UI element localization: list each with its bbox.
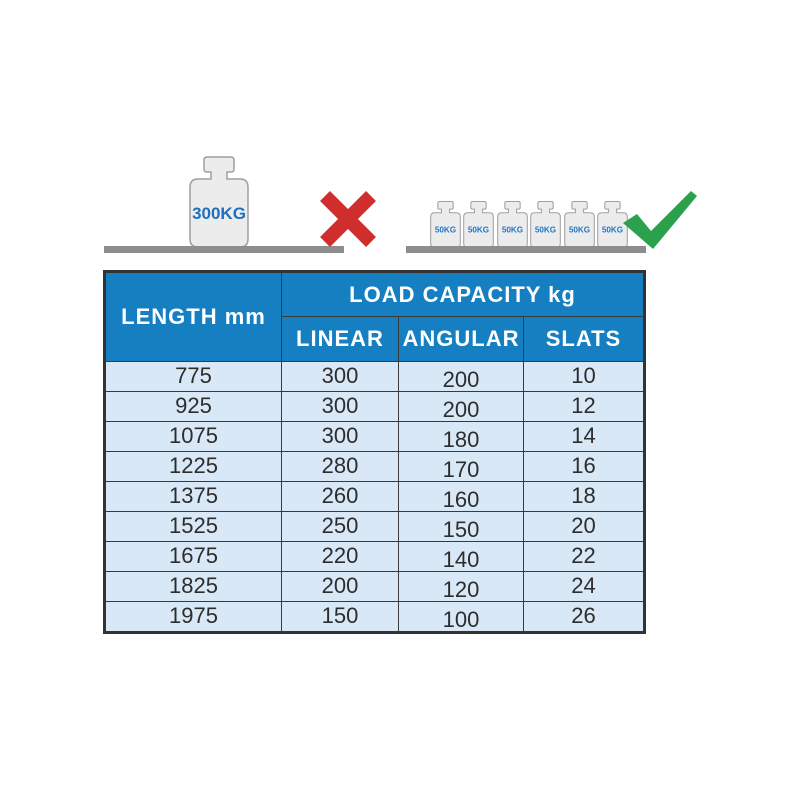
cell-length: 1225	[104, 450, 282, 482]
weight-50kg-label: 50KG	[468, 226, 489, 235]
weight-50kg-icon: 50KG	[564, 201, 595, 248]
cell-angular-value: 170	[442, 457, 480, 482]
cell-angular-value: 200	[442, 367, 480, 392]
weight-300kg-icon: 300KG	[189, 156, 249, 248]
table-row: 1675 220 140 22	[104, 540, 645, 572]
weight-50kg-label: 50KG	[435, 226, 456, 235]
cell-angular: 140	[398, 540, 524, 572]
cell-angular-value: 140	[442, 547, 480, 572]
platform-bar-right	[406, 246, 646, 253]
weight-50kg-label: 50KG	[602, 226, 623, 235]
cell-length: 1675	[104, 540, 282, 572]
cell-angular: 200	[398, 361, 524, 392]
table-row: 1225 280 170 16	[104, 450, 645, 482]
table-row: 775 300 200 10	[104, 361, 645, 392]
length-column-header: LENGTH mm	[104, 271, 282, 362]
platform-bar-left	[104, 246, 344, 253]
cell-length: 775	[104, 361, 282, 392]
cell-linear: 300	[281, 390, 399, 422]
table-row: 1525 250 150 20	[104, 510, 645, 542]
cell-linear: 250	[281, 510, 399, 542]
load-capacity-header: LOAD CAPACITY kg	[281, 271, 645, 317]
cell-angular-value: 180	[442, 427, 480, 452]
cell-angular: 150	[398, 510, 524, 542]
cell-angular-value: 120	[442, 577, 480, 602]
cell-angular: 180	[398, 420, 524, 452]
cell-angular: 200	[398, 390, 524, 422]
cell-slats: 14	[523, 420, 645, 452]
cell-angular-value: 100	[442, 607, 480, 633]
cell-slats: 20	[523, 510, 645, 542]
cell-length: 1525	[104, 510, 282, 542]
cell-length: 1375	[104, 480, 282, 512]
cell-linear: 300	[281, 420, 399, 452]
cell-slats: 24	[523, 570, 645, 602]
cell-angular: 160	[398, 480, 524, 512]
table-row: 1825 200 120 24	[104, 570, 645, 602]
weight-50kg-icon: 50KG	[463, 201, 494, 248]
cell-slats: 26	[523, 600, 645, 634]
cell-angular: 100	[398, 600, 524, 634]
cell-linear: 260	[281, 480, 399, 512]
cell-angular: 120	[398, 570, 524, 602]
weight-50kg-icon: 50KG	[430, 201, 461, 248]
weight-50kg-icon: 50KG	[597, 201, 628, 248]
column-header-angular: ANGULAR	[398, 316, 524, 362]
cell-angular-value: 160	[442, 487, 480, 512]
table-row: 1075 300 180 14	[104, 420, 645, 452]
weight-50kg-icon: 50KG	[497, 201, 528, 248]
cell-slats: 18	[523, 480, 645, 512]
table-row: 1375 260 160 18	[104, 480, 645, 512]
table-row: 1975 150 100 26	[104, 600, 645, 634]
cross-icon	[320, 191, 376, 247]
cell-length: 1975	[104, 600, 282, 634]
weight-50kg-label: 50KG	[535, 226, 556, 235]
column-header-linear: LINEAR	[281, 316, 399, 362]
cell-slats: 10	[523, 361, 645, 392]
table-row: 925 300 200 12	[104, 390, 645, 422]
cell-length: 1075	[104, 420, 282, 452]
weight-300kg-label: 300KG	[192, 204, 246, 223]
cell-slats: 16	[523, 450, 645, 482]
column-header-slats: SLATS	[523, 316, 645, 362]
check-icon	[623, 191, 697, 249]
cell-angular: 170	[398, 450, 524, 482]
weight-50kg-label: 50KG	[502, 226, 523, 235]
cell-angular-value: 200	[442, 397, 480, 422]
cell-linear: 200	[281, 570, 399, 602]
load-capacity-table: LENGTH mm LOAD CAPACITY kg LINEAR ANGULA…	[103, 270, 646, 634]
cell-slats: 22	[523, 540, 645, 572]
weight-50kg-label: 50KG	[569, 226, 590, 235]
cell-linear: 220	[281, 540, 399, 572]
cell-angular-value: 150	[442, 517, 480, 542]
cell-linear: 280	[281, 450, 399, 482]
cell-slats: 12	[523, 390, 645, 422]
cell-length: 1825	[104, 570, 282, 602]
cell-linear: 150	[281, 600, 399, 634]
cell-length: 925	[104, 390, 282, 422]
cell-linear: 300	[281, 361, 399, 392]
weight-50kg-icon: 50KG	[530, 201, 561, 248]
